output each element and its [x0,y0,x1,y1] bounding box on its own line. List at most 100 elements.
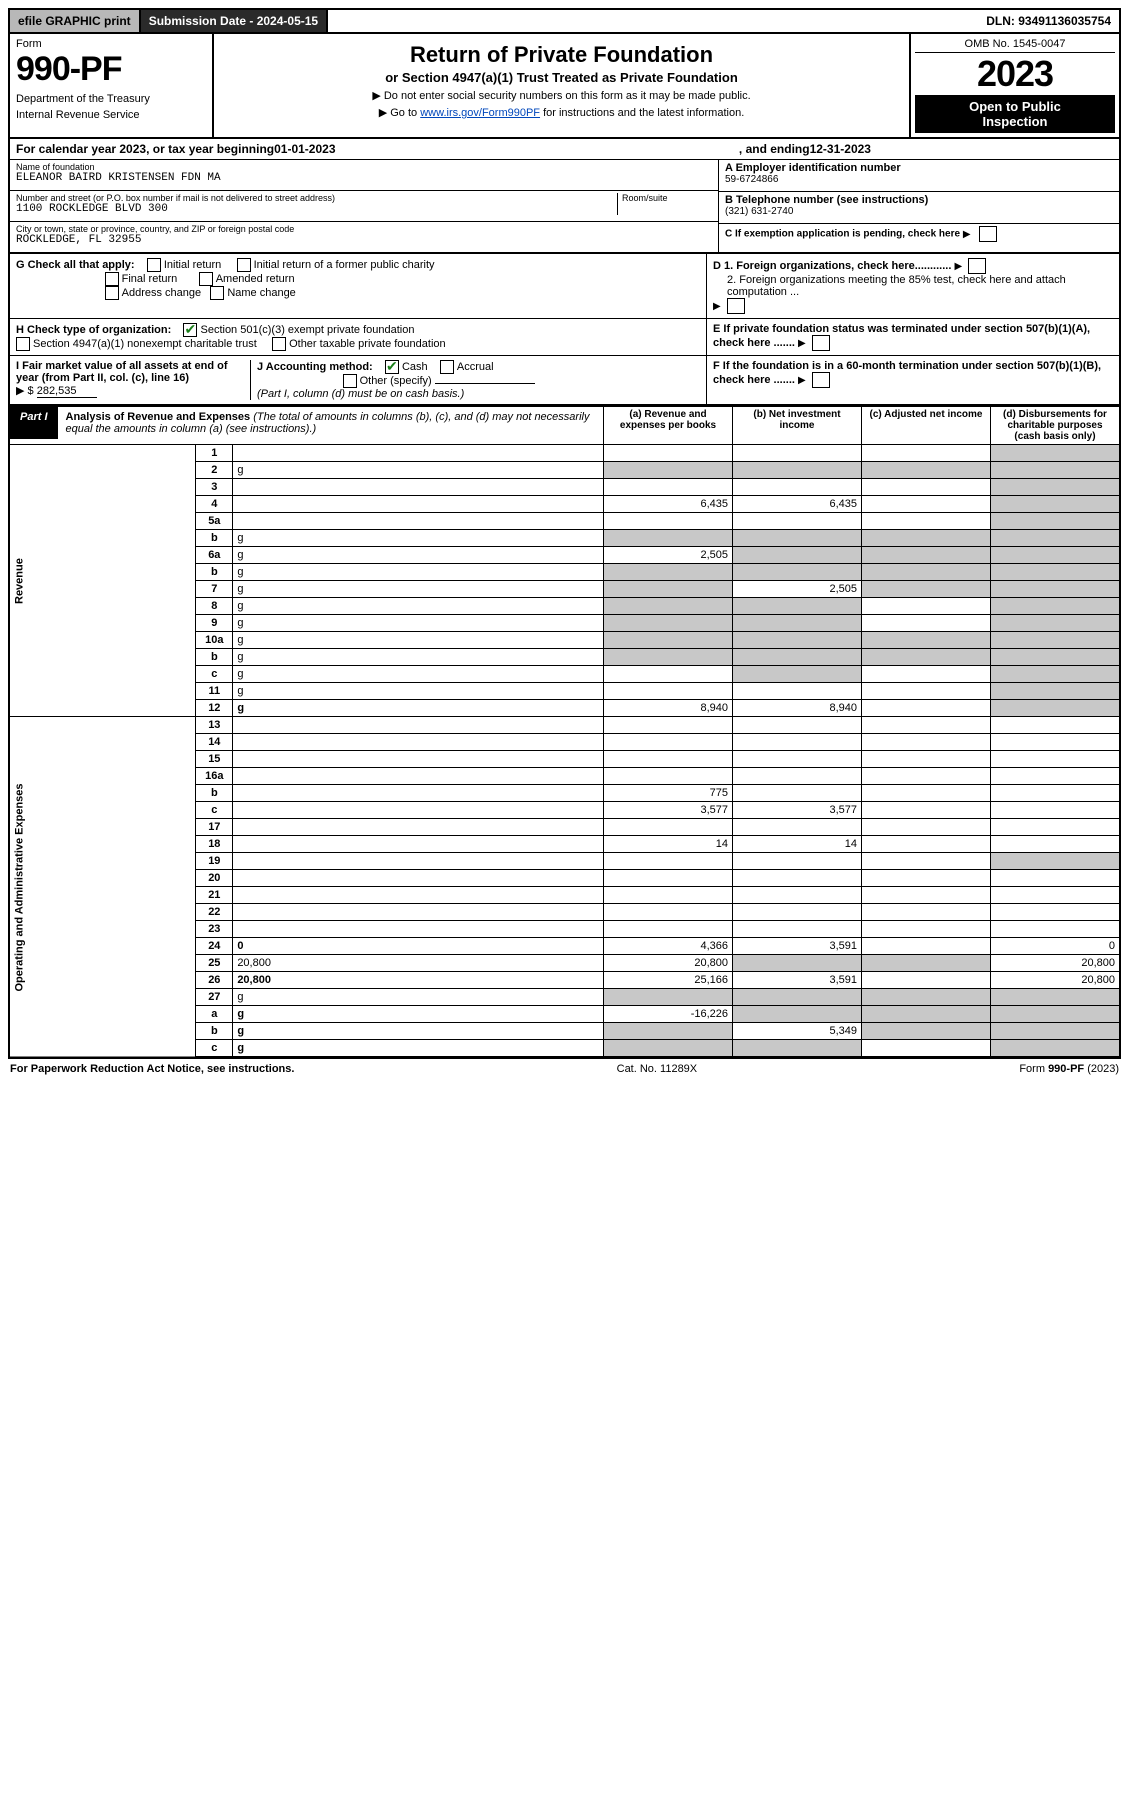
line-number: 10a [196,632,233,649]
line-description: g [233,700,604,717]
j-cash-label: Cash [402,361,428,373]
cell-a [604,751,733,768]
line-description: g [233,1006,604,1023]
j-accrual-checkbox[interactable] [440,360,454,374]
cell-d [991,581,1121,598]
line-number: 13 [196,717,233,734]
f-checkbox[interactable] [812,372,830,388]
cell-b [733,1006,862,1023]
h-check-row: H Check type of organization: Section 50… [8,319,1121,356]
cell-a [604,530,733,547]
line-description [233,734,604,751]
g-initial-return-checkbox[interactable] [147,258,161,272]
g-opt-2: Final return [122,273,178,285]
j-cash-checkbox[interactable] [385,360,399,374]
cell-b: 8,940 [733,700,862,717]
cell-d [991,802,1121,819]
table-row: Revenue1 [9,445,1120,462]
line-description: g [233,989,604,1006]
ein-label: A Employer identification number [725,162,1113,174]
e-label: E If private foundation status was termi… [713,323,1090,349]
cell-b [733,530,862,547]
cell-d [991,768,1121,785]
line-number: c [196,1040,233,1058]
cell-c [862,1023,991,1040]
cell-a [604,649,733,666]
g-initial-former-checkbox[interactable] [237,258,251,272]
line-number: 16a [196,768,233,785]
j-label: J Accounting method: [257,361,373,373]
cell-c [862,921,991,938]
h-opt-1: Section 501(c)(3) exempt private foundat… [200,324,414,336]
cell-a [604,462,733,479]
cell-c [862,445,991,462]
cell-b [733,717,862,734]
cell-b [733,666,862,683]
line-number: 21 [196,887,233,904]
c-checkbox[interactable] [979,226,997,242]
cell-c [862,972,991,989]
j-note: (Part I, column (d) must be on cash basi… [257,388,464,400]
e-checkbox[interactable] [812,335,830,351]
cell-a [604,513,733,530]
goto-prefix: ▶ Go to [379,107,420,119]
cell-b [733,853,862,870]
line-number: 2 [196,462,233,479]
line-number: b [196,530,233,547]
cell-b [733,887,862,904]
j-other-checkbox[interactable] [343,374,357,388]
cell-a [604,921,733,938]
g-address-change-checkbox[interactable] [105,286,119,300]
cell-b: 3,591 [733,938,862,955]
line-description: g [233,581,604,598]
cell-b [733,632,862,649]
cell-b [733,445,862,462]
j-accrual-label: Accrual [457,361,494,373]
cell-a: 2,505 [604,547,733,564]
cell-a [604,683,733,700]
line-description [233,853,604,870]
line-description [233,802,604,819]
line-description: g [233,649,604,666]
cell-d: 20,800 [991,955,1121,972]
cell-a [604,734,733,751]
g-name-change-checkbox[interactable] [210,286,224,300]
foundation-name: ELEANOR BAIRD KRISTENSEN FDN MA [16,172,712,184]
cell-d [991,1040,1121,1058]
line-description: g [233,530,604,547]
line-number: 11 [196,683,233,700]
city-state-zip: ROCKLEDGE, FL 32955 [16,234,712,246]
cell-b [733,1040,862,1058]
efile-print-button[interactable]: efile GRAPHIC print [10,10,141,32]
cell-c [862,496,991,513]
line-number: b [196,564,233,581]
cell-b: 6,435 [733,496,862,513]
irs-link[interactable]: www.irs.gov/Form990PF [420,107,540,119]
c-pending-label: C If exemption application is pending, c… [725,229,960,240]
g-amended-checkbox[interactable] [199,272,213,286]
irs-label: Internal Revenue Service [16,109,206,121]
cell-d [991,547,1121,564]
cell-d [991,717,1121,734]
cell-d [991,496,1121,513]
cell-c [862,598,991,615]
h-501c3-checkbox[interactable] [183,323,197,337]
cell-d [991,649,1121,666]
g-label: G Check all that apply: [16,259,135,271]
d2-checkbox[interactable] [727,298,745,314]
line-description: 0 [233,938,604,955]
h-4947-checkbox[interactable] [16,337,30,351]
h-other-taxable-checkbox[interactable] [272,337,286,351]
open-public-badge: Open to PublicInspection [915,95,1115,133]
g-check-row: G Check all that apply: Initial return I… [8,254,1121,319]
d1-checkbox[interactable] [968,258,986,274]
phone-label: B Telephone number (see instructions) [725,194,1113,206]
cell-b [733,564,862,581]
page-footer: For Paperwork Reduction Act Notice, see … [8,1058,1121,1079]
g-final-return-checkbox[interactable] [105,272,119,286]
cell-a [604,581,733,598]
cell-a [604,989,733,1006]
col-a-header: (a) Revenue and expenses per books [604,407,733,445]
cell-a [604,632,733,649]
line-description: 20,800 [233,972,604,989]
